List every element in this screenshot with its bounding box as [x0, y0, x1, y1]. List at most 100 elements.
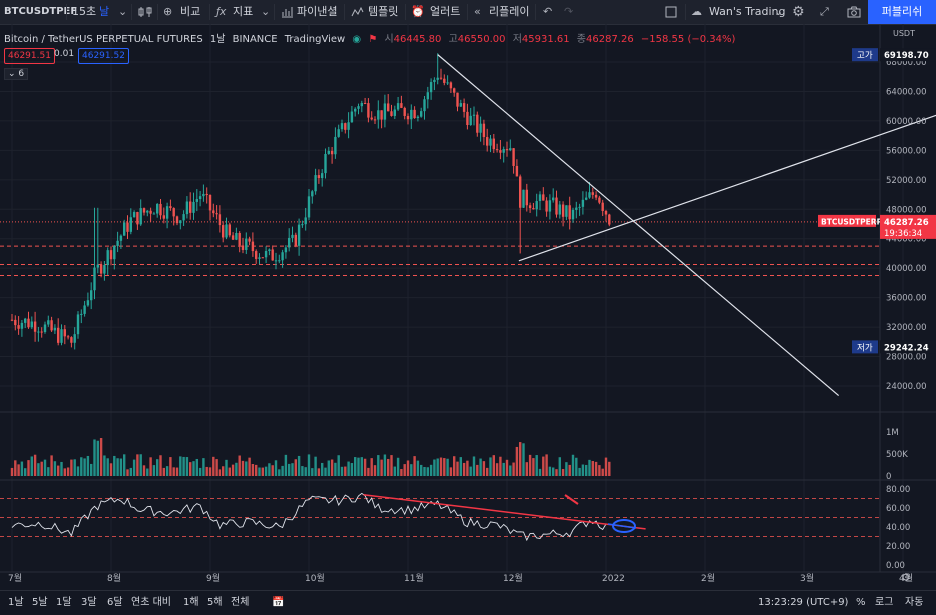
interval-day-button[interactable]: 날: [99, 5, 110, 18]
bid-price[interactable]: 46291.51: [4, 48, 55, 64]
clock-readout[interactable]: 13:23:29 (UTC+9): [758, 597, 849, 608]
candle-body: [314, 175, 317, 192]
collapsed-indicators-toggle[interactable]: ⌄ 6: [4, 68, 29, 80]
flag-icon[interactable]: ⚑: [368, 34, 378, 45]
candle-body: [268, 249, 271, 251]
time-axis-label: 2022: [602, 574, 625, 584]
replay-icon[interactable]: «: [474, 5, 481, 18]
candle-body: [212, 210, 215, 214]
volume-bar: [552, 467, 555, 476]
volume-bar: [519, 442, 522, 476]
volume-bar: [410, 464, 413, 476]
volume-bar: [106, 458, 109, 476]
range-button[interactable]: 1해: [183, 597, 199, 608]
volume-bar: [443, 458, 446, 476]
range-button[interactable]: 3달: [81, 597, 97, 608]
rsi-circle-annotation[interactable]: [612, 519, 636, 533]
chevron-down-icon[interactable]: ⌄: [261, 5, 271, 18]
financials-button[interactable]: 파이낸셜: [297, 5, 338, 18]
publish-button[interactable]: 퍼블리쉬: [868, 0, 936, 24]
ask-price[interactable]: 46291.52: [78, 48, 129, 64]
symbol-search-button[interactable]: BTCUSDTPEF: [4, 6, 78, 17]
volume-bar: [241, 460, 245, 476]
chart-area[interactable]: 24000.00 28000.00 32000.00 36000.00 40000.00…: [0, 24, 936, 590]
candle-body: [40, 331, 43, 333]
financials-chart-icon[interactable]: [281, 0, 294, 24]
templates-icon[interactable]: [351, 0, 364, 24]
volume-bar: [505, 459, 509, 476]
range-button[interactable]: 6달: [107, 597, 123, 608]
auto-toggle[interactable]: 자동: [905, 597, 924, 608]
fullscreen-icon[interactable]: ⤢: [820, 5, 829, 18]
range-button[interactable]: 1날: [8, 597, 24, 608]
time-axis-label: 3월: [800, 572, 814, 584]
candle-body: [571, 209, 575, 220]
volume-bar: [152, 465, 156, 476]
volume-bar: [413, 456, 416, 476]
indicators-button[interactable]: 지표: [233, 5, 254, 18]
symbol-tag: BTCUSDTPERP: [821, 217, 883, 226]
log-toggle[interactable]: 로그: [875, 597, 894, 608]
volume-bar: [116, 458, 119, 476]
range-button[interactable]: 5날: [32, 597, 48, 608]
volume-bar: [578, 467, 581, 476]
range-button[interactable]: 전체: [231, 597, 250, 608]
compare-button[interactable]: 비교: [180, 5, 201, 18]
volume-bar: [515, 446, 519, 476]
axis-settings-gear-icon[interactable]: ⚙: [901, 571, 911, 584]
range-button[interactable]: 5해: [207, 597, 223, 608]
volume-bar: [109, 463, 113, 476]
candle-body: [482, 123, 486, 138]
rsi-trendline[interactable]: [363, 493, 646, 530]
percent-toggle[interactable]: %: [856, 597, 866, 608]
layout-square-icon[interactable]: [665, 0, 677, 24]
volume-bar: [502, 462, 505, 476]
volume-bar: [575, 457, 578, 476]
candle-body: [373, 119, 377, 121]
candle-body: [129, 217, 132, 232]
chevron-down-icon[interactable]: ⌄: [118, 5, 128, 18]
volume-bar: [40, 461, 43, 476]
volume-bar: [472, 456, 476, 476]
trendline-descending[interactable]: [437, 54, 840, 397]
compare-plus-icon[interactable]: ⊕: [163, 5, 173, 18]
trendline-ascending[interactable]: [518, 106, 936, 262]
volume-bar: [334, 462, 337, 476]
alert-button[interactable]: 얼러트: [430, 5, 461, 18]
indicators-fx-icon[interactable]: ƒx: [216, 5, 227, 18]
trendlines[interactable]: [437, 54, 936, 397]
volume-bar: [27, 460, 30, 476]
date-range-calendar-icon[interactable]: 📅: [272, 597, 285, 608]
settings-gear-icon[interactable]: ⚙: [792, 4, 805, 20]
range-button[interactable]: 1달: [56, 597, 72, 608]
candle-body: [426, 92, 429, 100]
layout-name[interactable]: Wan's Trading: [709, 5, 786, 18]
rsi-mark-stroke[interactable]: [564, 494, 579, 505]
candle-body: [594, 194, 598, 198]
candle-body: [575, 207, 578, 210]
candle-body: [585, 197, 588, 200]
candle-body: [123, 222, 126, 236]
volume-axis-tick: 500K: [886, 450, 908, 460]
alert-clock-icon[interactable]: ⏰: [411, 5, 425, 18]
eye-icon[interactable]: ◉: [352, 34, 362, 45]
replay-button[interactable]: 리플레이: [489, 5, 530, 18]
bottom-toolbar: 1날 5날 1달 3달 6달 연초 대비 1해 5해 전체 📅 13:23:29 (UTC+9)…: [0, 590, 936, 615]
undo-icon[interactable]: ↶: [543, 5, 553, 18]
candle-body: [119, 235, 123, 241]
chevron-down-icon[interactable]: ⌄: [774, 5, 784, 18]
volume-bar: [192, 461, 195, 476]
candle-body: [578, 206, 581, 208]
volume-bar: [235, 462, 238, 476]
interval-button[interactable]: 15초: [72, 5, 97, 18]
range-button[interactable]: 연초 대비: [131, 597, 171, 608]
candles-icon[interactable]: [138, 0, 152, 24]
camera-icon[interactable]: [847, 0, 861, 24]
candle-body: [179, 220, 182, 224]
price-axis-tick: 52000.00: [886, 176, 927, 186]
candle-body: [492, 138, 495, 150]
templates-button[interactable]: 템플릿: [368, 5, 399, 18]
candle-body: [552, 197, 555, 201]
redo-icon[interactable]: ↷: [564, 5, 574, 18]
rsi-arrow-annotation[interactable]: [607, 523, 637, 529]
